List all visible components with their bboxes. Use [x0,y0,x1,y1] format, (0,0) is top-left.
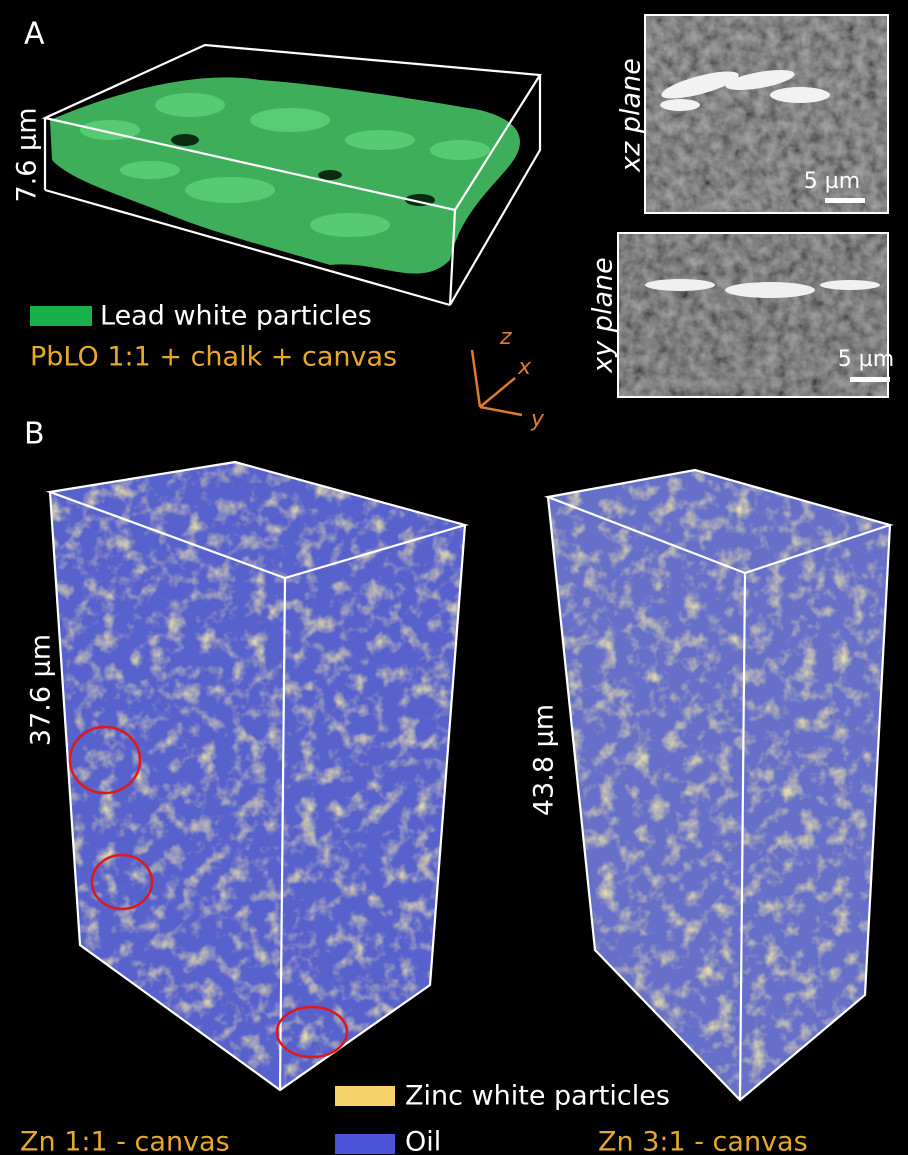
sample-label: Zn 1:1 - canvas [20,1127,230,1155]
scale-bar-label: 5 µm [804,169,860,194]
axis-y: y [530,407,545,432]
inset-plane: xz plane [616,58,647,173]
legend-label: Zinc white particles [405,1081,670,1112]
axis-x: x [517,355,532,380]
legend-swatch [30,306,92,326]
panel-label: A [24,17,45,52]
figure: A 7.6 µm Lead white particles PbLO 1:1 +… [0,0,908,1155]
sample-label: Zn 3:1 - canvas [598,1127,808,1155]
scale-bar [850,377,890,382]
scale-bar [825,198,865,203]
scale-label: 37.6 µm [26,634,57,746]
scale-label: 7.6 µm [12,107,43,202]
legend-swatch [335,1134,395,1154]
inset-plane: xy plane [588,257,619,373]
panel-label: B [24,417,45,452]
xy-inset [618,233,888,397]
scale-label: 43.8 µm [529,704,560,816]
sample-label: PbLO 1:1 + chalk + canvas [30,342,397,373]
axis-z: z [499,325,512,350]
scale-bar-label: 5 µm [838,347,894,372]
legend-label: Lead white particles [100,301,372,332]
legend-swatch [335,1086,395,1106]
legend-label: Oil [405,1127,441,1155]
